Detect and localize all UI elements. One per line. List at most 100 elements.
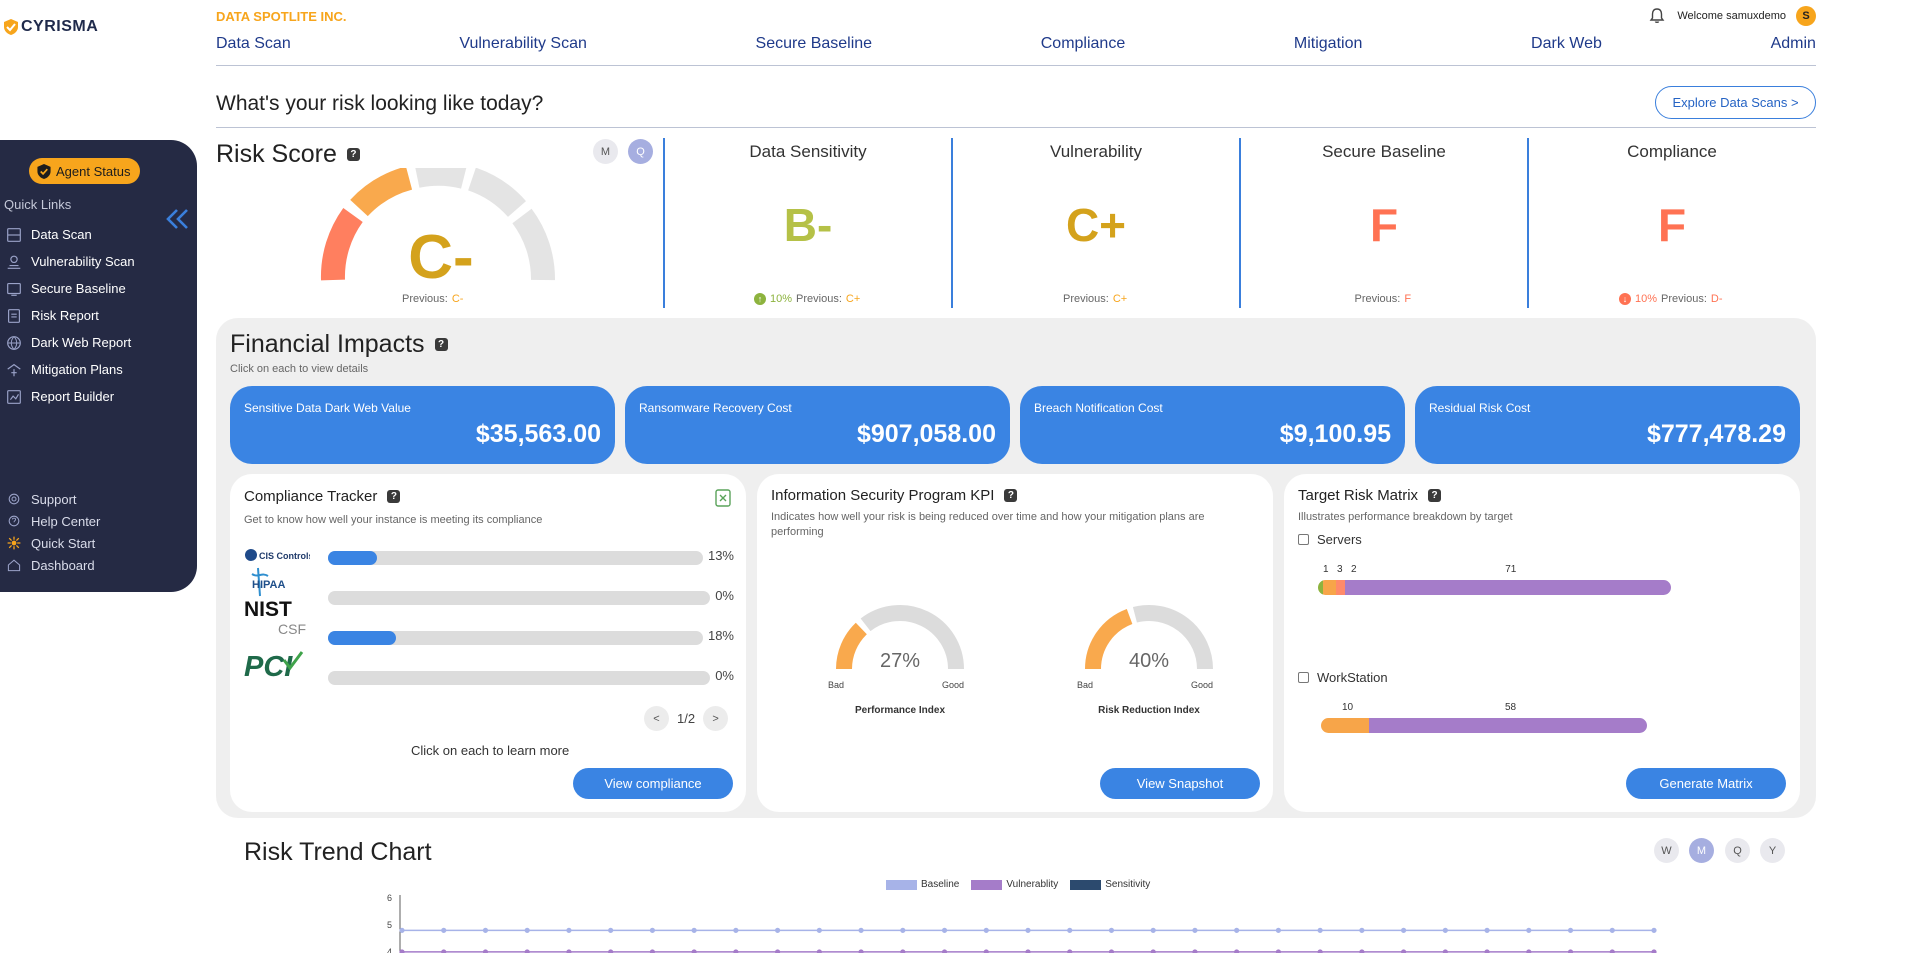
data-point[interactable] xyxy=(733,949,739,953)
sidebar-item-secure-baseline[interactable]: Secure Baseline xyxy=(4,275,135,302)
data-point[interactable] xyxy=(1526,927,1532,933)
data-point[interactable] xyxy=(1275,927,1281,933)
sidebar-item-dashboard[interactable]: Dashboard xyxy=(4,554,100,576)
data-point[interactable] xyxy=(1150,927,1156,933)
financial-card-ransomware-recovery-cost[interactable]: Ransomware Recovery Cost $907,058.00 xyxy=(625,386,1010,464)
data-point[interactable] xyxy=(1567,927,1574,933)
data-point[interactable] xyxy=(1234,927,1240,933)
nav-data-scan[interactable]: Data Scan xyxy=(216,35,291,52)
data-point[interactable] xyxy=(816,927,822,933)
avatar[interactable]: S xyxy=(1796,6,1816,26)
data-point[interactable] xyxy=(1567,949,1574,953)
checkbox[interactable] xyxy=(1298,672,1309,683)
sidebar-item-report-builder[interactable]: Report Builder xyxy=(4,383,135,410)
data-point[interactable] xyxy=(524,927,530,933)
grade-column-secure-baseline[interactable]: Secure Baseline F xyxy=(1239,138,1527,308)
data-point[interactable] xyxy=(1317,927,1323,933)
nav-secure-baseline[interactable]: Secure Baseline xyxy=(755,35,873,52)
explore-data-scans-button[interactable]: Explore Data Scans > xyxy=(1655,86,1816,119)
toggle-q[interactable]: Q xyxy=(1725,838,1750,863)
data-point[interactable] xyxy=(1526,949,1532,953)
data-point[interactable] xyxy=(983,927,989,933)
sidebar-item-vulnerability-scan[interactable]: Vulnerability Scan xyxy=(4,248,135,275)
next-page-button[interactable]: > xyxy=(703,706,729,731)
data-point[interactable] xyxy=(1067,927,1073,933)
data-point[interactable] xyxy=(941,927,948,933)
sidebar-item-risk-report[interactable]: Risk Report xyxy=(4,302,135,329)
data-point[interactable] xyxy=(1401,949,1407,953)
data-point[interactable] xyxy=(1359,927,1365,933)
data-point[interactable] xyxy=(858,949,864,953)
data-point[interactable] xyxy=(1108,949,1115,953)
sidebar-item-support[interactable]: Support xyxy=(4,488,100,510)
data-point[interactable] xyxy=(482,927,489,933)
data-point[interactable] xyxy=(941,949,948,953)
data-point[interactable] xyxy=(900,949,906,953)
sidebar-item-data-scan[interactable]: Data Scan xyxy=(4,221,135,248)
data-point[interactable] xyxy=(608,949,614,953)
view-snapshot-button[interactable]: View Snapshot xyxy=(1100,768,1260,799)
data-point[interactable] xyxy=(441,927,447,933)
grade-column-vulnerability[interactable]: Vulnerability C+ xyxy=(951,138,1239,308)
toggle-q[interactable]: Q xyxy=(628,139,653,164)
nav-mitigation[interactable]: Mitigation xyxy=(1293,35,1363,52)
prev-page-button[interactable]: < xyxy=(644,706,669,731)
data-point[interactable] xyxy=(1025,927,1031,933)
financial-card-residual-risk-cost[interactable]: Residual Risk Cost $777,478.29 xyxy=(1415,386,1800,464)
data-point[interactable] xyxy=(566,949,572,953)
data-point[interactable] xyxy=(524,949,530,953)
data-point[interactable] xyxy=(1150,949,1156,953)
help-icon[interactable]: ? xyxy=(346,148,360,161)
data-point[interactable] xyxy=(399,949,405,953)
data-point[interactable] xyxy=(1192,949,1198,953)
sidebar-item-quick-start[interactable]: Quick Start xyxy=(4,532,100,554)
data-point[interactable] xyxy=(441,949,447,953)
sidebar-item-dark-web-report[interactable]: Dark Web Report xyxy=(4,329,135,356)
grade-column-compliance[interactable]: Compliance F xyxy=(1527,138,1815,308)
grade-column-data-sensitivity[interactable]: Data Sensitivity B- xyxy=(663,138,951,308)
data-point[interactable] xyxy=(649,927,655,933)
data-point[interactable] xyxy=(1651,927,1657,933)
toggle-w[interactable]: W xyxy=(1654,838,1679,863)
data-point[interactable] xyxy=(1359,949,1365,953)
generate-matrix-button[interactable]: Generate Matrix xyxy=(1626,768,1786,799)
data-point[interactable] xyxy=(566,927,572,933)
data-point[interactable] xyxy=(691,927,697,933)
target-risk-bar[interactable] xyxy=(1321,718,1647,733)
data-point[interactable] xyxy=(775,949,781,953)
data-point[interactable] xyxy=(1609,949,1615,953)
data-point[interactable] xyxy=(1442,949,1448,953)
collapse-sidebar-icon[interactable] xyxy=(166,208,190,230)
data-point[interactable] xyxy=(482,949,489,953)
logo[interactable]: CYRISMA xyxy=(4,18,98,36)
data-point[interactable] xyxy=(1484,949,1490,953)
target-checkbox-servers[interactable]: Servers xyxy=(1298,532,1362,547)
data-point[interactable] xyxy=(1275,949,1281,953)
data-point[interactable] xyxy=(900,927,906,933)
view-compliance-button[interactable]: View compliance xyxy=(573,768,733,799)
data-point[interactable] xyxy=(1192,927,1198,933)
legend-item-baseline[interactable]: Baseline xyxy=(886,879,959,890)
data-point[interactable] xyxy=(1317,949,1323,953)
data-point[interactable] xyxy=(1401,927,1407,933)
data-point[interactable] xyxy=(399,927,405,933)
legend-item-sensitivity[interactable]: Sensitivity xyxy=(1070,879,1150,890)
bell-icon[interactable] xyxy=(1647,6,1667,26)
data-point[interactable] xyxy=(816,949,822,953)
data-point[interactable] xyxy=(1484,927,1490,933)
toggle-m[interactable]: M xyxy=(1689,838,1714,863)
data-point[interactable] xyxy=(1025,949,1031,953)
agent-status-button[interactable]: Agent Status xyxy=(29,158,141,184)
export-excel-icon[interactable] xyxy=(713,488,733,508)
data-point[interactable] xyxy=(1442,927,1448,933)
nav-compliance[interactable]: Compliance xyxy=(1040,35,1126,52)
compliance-row-pci[interactable]: PCI 0% xyxy=(244,651,734,687)
help-icon[interactable]: ? xyxy=(1004,489,1018,502)
toggle-m[interactable]: M xyxy=(593,139,618,164)
checkbox[interactable] xyxy=(1298,534,1309,545)
data-point[interactable] xyxy=(1067,949,1073,953)
toggle-y[interactable]: Y xyxy=(1760,838,1785,863)
target-checkbox-workstation[interactable]: WorkStation xyxy=(1298,670,1388,685)
data-point[interactable] xyxy=(858,927,864,933)
data-point[interactable] xyxy=(1108,927,1115,933)
